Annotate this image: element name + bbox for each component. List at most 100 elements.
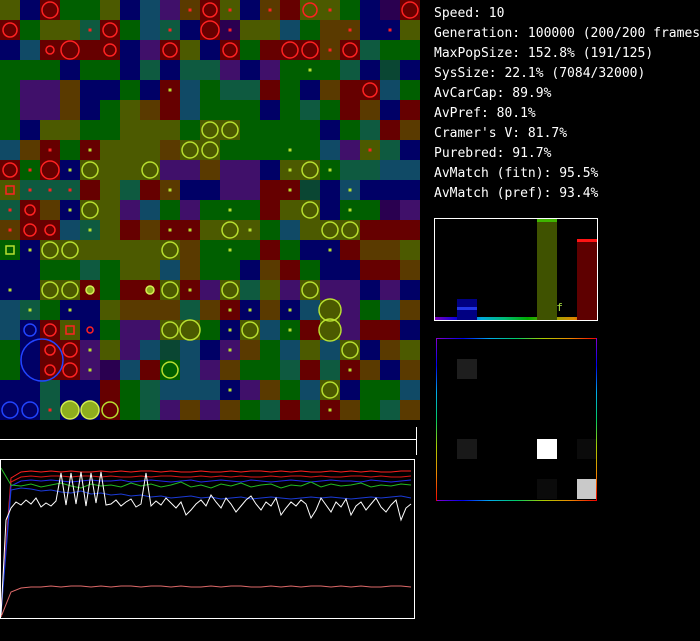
world-cell (340, 160, 360, 180)
world-cell (160, 280, 180, 300)
world-cell (320, 200, 340, 220)
world-cell (220, 80, 240, 100)
world-cell (0, 260, 20, 280)
world-cell (20, 100, 40, 120)
bar-cap-olive (537, 219, 557, 222)
world-cell (0, 40, 20, 60)
world-cell (200, 120, 220, 140)
world-cell (80, 80, 100, 100)
world-cell (20, 0, 40, 20)
organism-dot (288, 308, 292, 312)
world-cell (140, 80, 160, 100)
world-cell (80, 100, 100, 120)
heatmap-cell (577, 439, 597, 459)
world-cell (400, 340, 420, 360)
world-cell (260, 400, 280, 420)
organism-dot (8, 288, 12, 292)
stat-line: AvCarCap: 89.9% (434, 86, 552, 101)
world-cell (80, 60, 100, 80)
organism-circle (40, 160, 60, 180)
world-cell (220, 400, 240, 420)
organism-circle (341, 221, 359, 239)
organism-disc (85, 285, 95, 295)
world-cell (40, 360, 60, 380)
world-cell (320, 60, 340, 80)
organism-dot (28, 308, 32, 312)
world-cell (140, 340, 160, 360)
world-cell (340, 320, 360, 340)
stat-line: Cramer's V: 81.7% (434, 126, 568, 141)
species-color-baseline (435, 317, 597, 320)
world-cell (360, 280, 380, 300)
world-cell (200, 60, 220, 80)
world-cell (340, 300, 360, 320)
organism-circle (61, 241, 79, 259)
world-cell (20, 320, 40, 340)
heatmap-cell (457, 439, 477, 459)
world-cell (100, 140, 120, 160)
organism-dot (328, 48, 332, 52)
world-cell (360, 100, 380, 120)
world-cell (140, 320, 160, 340)
world-cell (240, 140, 260, 160)
world-cell (120, 260, 140, 280)
world-cell (380, 100, 400, 120)
organism-dot (368, 148, 372, 152)
world-cell (200, 80, 220, 100)
world-cell (340, 80, 360, 100)
world-cell (120, 200, 140, 220)
series-blue-top (1, 479, 412, 614)
organism-circle (45, 45, 55, 55)
world-cell (80, 380, 100, 400)
world-cell (140, 360, 160, 380)
world-cell (180, 80, 200, 100)
world-cell (380, 40, 400, 60)
world-cell (280, 60, 300, 80)
world-cell (40, 20, 60, 40)
world-cell (80, 300, 100, 320)
world-cell (260, 40, 280, 60)
world-cell (120, 60, 140, 80)
stat-line: Speed: 10 (434, 6, 505, 21)
world-cell (320, 100, 340, 120)
series-white (1, 471, 412, 616)
organism-dot (308, 68, 312, 72)
world-cell (80, 160, 100, 180)
organism-circle (61, 281, 79, 299)
organism-circle (302, 2, 318, 18)
organism-dot (88, 148, 92, 152)
world-cell (200, 220, 220, 240)
world-cell (200, 320, 220, 340)
world-cell (340, 120, 360, 140)
organism-circle (141, 161, 159, 179)
organism-dot (288, 168, 292, 172)
world-cell (100, 340, 120, 360)
world-cell (80, 260, 100, 280)
world-cell (20, 360, 40, 380)
organism-dot (328, 8, 332, 12)
world-cell (160, 140, 180, 160)
world-cell (380, 320, 400, 340)
world-cell (280, 220, 300, 240)
organism-circle (81, 201, 99, 219)
world-cell (200, 300, 220, 320)
heatmap-cell (457, 359, 477, 379)
stat-line: AvPref: 80.1% (434, 106, 536, 121)
organism-dot (188, 228, 192, 232)
world-cell (340, 100, 360, 120)
world-cell (240, 340, 260, 360)
world-cell (180, 180, 200, 200)
world-cell (180, 380, 200, 400)
world-cell (200, 180, 220, 200)
organism-circle (321, 221, 339, 239)
organism-dot (328, 168, 332, 172)
world-cell (220, 180, 240, 200)
world-cell (280, 40, 300, 60)
world-cell (120, 140, 140, 160)
world-cell (20, 280, 40, 300)
world-cell (180, 100, 200, 120)
world-grid-panel[interactable] (0, 0, 420, 420)
world-cell (20, 380, 40, 400)
organism-dot (8, 208, 12, 212)
organism-circle (21, 401, 39, 419)
